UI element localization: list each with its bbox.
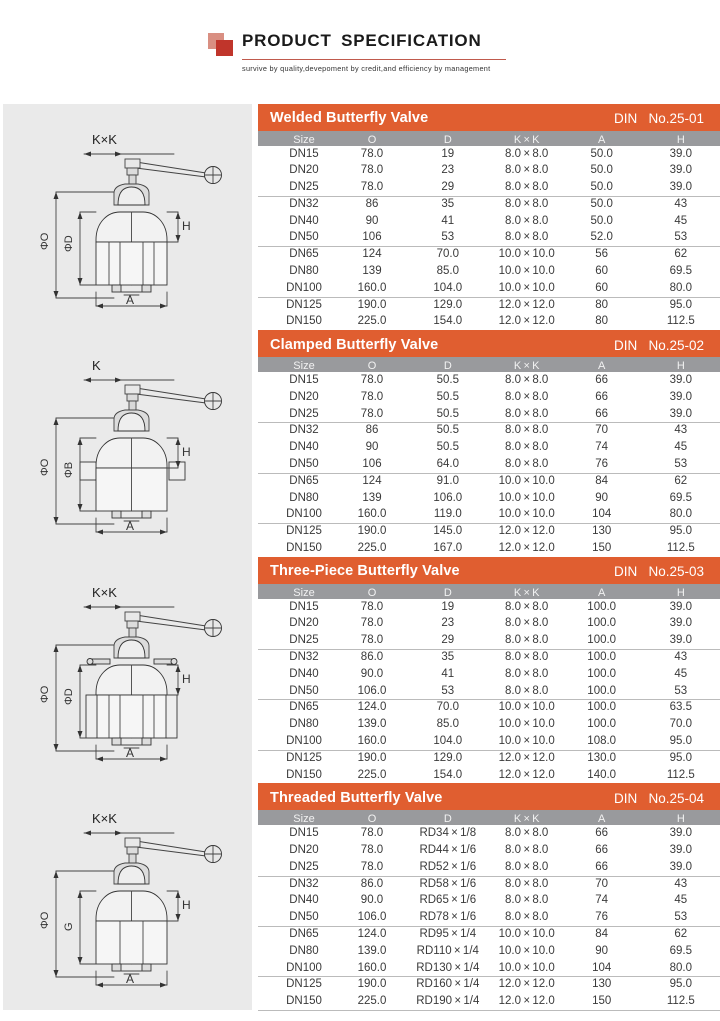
svg-text:ΦO: ΦO	[39, 912, 51, 930]
svg-text:H: H	[182, 672, 191, 686]
svg-text:K×K: K×K	[92, 811, 117, 826]
svg-text:A: A	[126, 746, 134, 760]
svg-text:H: H	[182, 898, 191, 912]
svg-text:H: H	[182, 445, 191, 459]
svg-text:ΦO: ΦO	[39, 232, 51, 250]
svg-text:ΦB: ΦB	[63, 462, 75, 478]
svg-text:A: A	[126, 972, 134, 986]
svg-text:K: K	[92, 358, 101, 373]
svg-text:ΦO: ΦO	[39, 685, 51, 703]
svg-text:A: A	[126, 519, 134, 533]
svg-text:H: H	[182, 219, 191, 233]
svg-text:G: G	[63, 923, 75, 932]
svg-text:ΦD: ΦD	[63, 235, 75, 252]
svg-text:A: A	[126, 293, 134, 307]
svg-text:ΦD: ΦD	[63, 688, 75, 705]
svg-text:ΦO: ΦO	[39, 458, 51, 476]
svg-text:K×K: K×K	[92, 132, 117, 147]
svg-text:K×K: K×K	[92, 585, 117, 600]
